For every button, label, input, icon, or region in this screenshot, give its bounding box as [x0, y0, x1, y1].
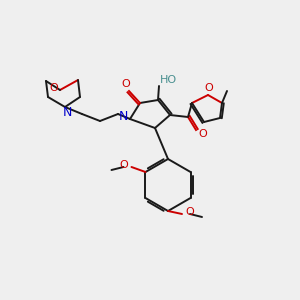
Text: O: O	[199, 129, 207, 139]
Text: N: N	[118, 110, 128, 122]
Text: N: N	[62, 106, 72, 119]
Text: O: O	[119, 160, 128, 170]
Text: O: O	[50, 83, 58, 93]
Text: O: O	[122, 79, 130, 89]
Text: O: O	[186, 207, 194, 217]
Text: O: O	[205, 83, 213, 93]
Text: HO: HO	[159, 75, 177, 85]
